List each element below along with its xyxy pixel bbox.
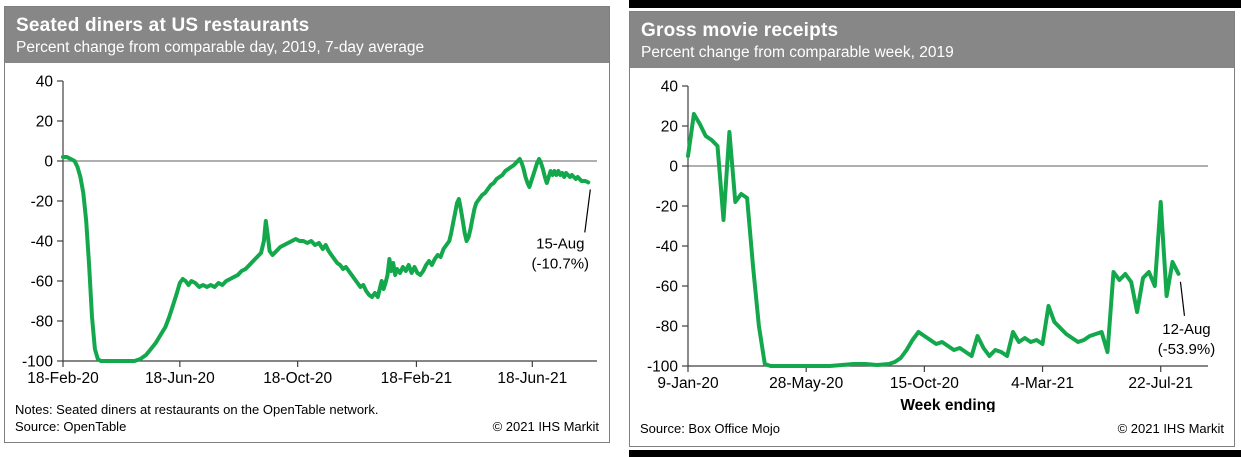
- y-tick-label: -100: [22, 354, 53, 371]
- y-tick-label: -80: [31, 314, 54, 331]
- annotation-label: (-10.7%): [532, 255, 590, 272]
- restaurants-subtitle: Percent change from comparable day, 2019…: [16, 39, 425, 56]
- y-tick-label: -20: [31, 194, 54, 211]
- y-tick-label: -20: [656, 199, 679, 216]
- series-line: [61, 155, 591, 363]
- restaurants-copyright: © 2021 IHS Markit: [492, 419, 599, 434]
- restaurants-source: Source: OpenTable: [15, 419, 127, 434]
- series-line: [686, 112, 1181, 368]
- annotation-label: 15-Aug: [536, 235, 584, 252]
- y-tick-label: -80: [656, 319, 679, 336]
- movies-subtitle: Percent change from comparable week, 201…: [641, 44, 954, 61]
- movies-footer: Source: Box Office Mojo © 2021 IHS Marki…: [640, 420, 1224, 437]
- annotation-label: (-53.9%): [1158, 341, 1216, 358]
- x-tick-label: 4-Mar-21: [1011, 375, 1074, 392]
- annotation-label: 12-Aug: [1162, 321, 1210, 338]
- y-tick-label: 0: [44, 154, 53, 171]
- x-axis-title: Week ending: [900, 397, 995, 412]
- x-tick-label: 18-Oct-20: [263, 370, 332, 387]
- panel-movies: Gross movie receipts Percent change from…: [629, 11, 1235, 447]
- y-tick-label: -100: [647, 359, 678, 376]
- restaurants-footer: Notes: Seated diners at restaurants on t…: [15, 401, 599, 435]
- y-tick-label: -40: [31, 234, 54, 251]
- y-tick-label: -40: [656, 239, 679, 256]
- y-tick-label: -60: [656, 279, 679, 296]
- y-tick-label: -60: [31, 274, 54, 291]
- x-tick-label: 9-Jan-20: [657, 375, 719, 392]
- movies-title: Gross movie receipts: [641, 20, 839, 41]
- restaurants-header: Seated diners at US restaurants Percent …: [5, 7, 609, 63]
- bottom-black-bar: [629, 450, 1241, 457]
- movies-copyright: © 2021 IHS Markit: [1117, 421, 1224, 436]
- movies-panel-wrapper: Gross movie receipts Percent change from…: [625, 0, 1241, 457]
- restaurants-title: Seated diners at US restaurants: [16, 15, 310, 36]
- x-tick-label: 15-Oct-20: [890, 375, 959, 392]
- x-tick-label: 18-Jun-20: [145, 370, 215, 387]
- y-tick-label: 40: [36, 74, 54, 91]
- top-black-bar: [629, 0, 1241, 8]
- y-tick-label: 20: [661, 119, 679, 136]
- x-tick-label: 18-Feb-21: [381, 370, 453, 387]
- annotation-leader-line: [1179, 281, 1186, 316]
- x-tick-label: 18-Jun-21: [497, 370, 567, 387]
- x-tick-label: 28-May-20: [769, 375, 843, 392]
- y-tick-label: 40: [661, 79, 679, 96]
- movies-source: Source: Box Office Mojo: [640, 421, 780, 436]
- x-tick-label: 18-Feb-20: [27, 370, 99, 387]
- restaurants-notes: Notes: Seated diners at restaurants on t…: [15, 402, 379, 417]
- annotation-leader-line: [584, 189, 591, 233]
- panel-restaurants: Seated diners at US restaurants Percent …: [4, 6, 610, 443]
- y-tick-label: 20: [36, 114, 54, 131]
- y-tick-label: 0: [669, 159, 678, 176]
- x-tick-label: 22-Jul-21: [1128, 375, 1193, 392]
- movies-header: Gross movie receipts Percent change from…: [630, 12, 1234, 68]
